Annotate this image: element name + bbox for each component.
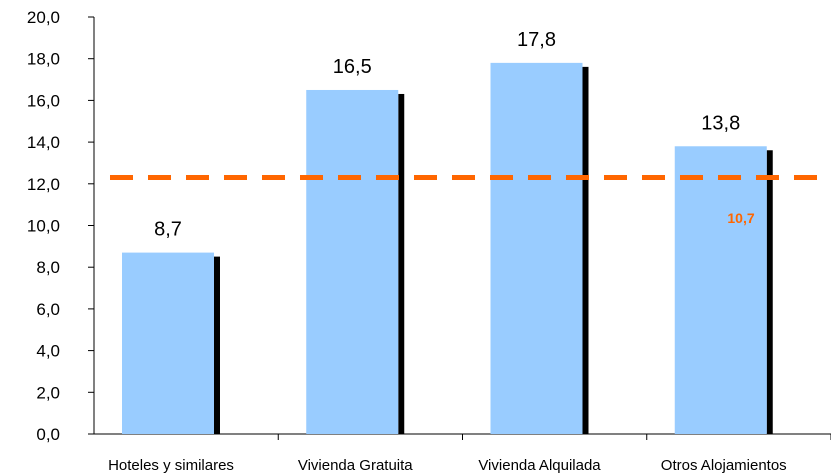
bar	[122, 252, 214, 434]
x-tick-label: Otros Alojamientos	[661, 457, 787, 474]
reference-line-group: 10,7	[110, 175, 831, 226]
y-tick-label: 8,0	[36, 258, 60, 277]
y-axis: 0,0 2,0 4,0 6,0 8,0 10,0 12,0 14,0 16,0 18,0 20,0	[27, 8, 95, 444]
x-tick-label: Hoteles y similares	[108, 457, 234, 474]
data-label: 17,8	[517, 29, 556, 51]
bar	[306, 89, 399, 434]
y-tick-label: 12,0	[27, 175, 60, 194]
y-tick-label: 6,0	[36, 300, 60, 319]
bar	[674, 146, 767, 434]
x-axis: Hoteles y similares Vivienda Gratuita Vivi…	[94, 433, 831, 474]
bars	[122, 62, 773, 435]
bar-shadow	[214, 256, 220, 434]
reference-line-label: 10,7	[727, 210, 754, 226]
y-tick-label: 2,0	[36, 383, 60, 402]
y-tick-label: 14,0	[27, 133, 60, 152]
data-label: 8,7	[154, 219, 182, 241]
data-label: 16,5	[333, 56, 372, 78]
data-labels: 8,7 16,5 17,8 13,8	[154, 29, 740, 241]
x-tick-label: Vivienda Alquilada	[478, 457, 601, 474]
data-label: 13,8	[701, 112, 740, 134]
bar-shadow	[398, 93, 405, 434]
y-tick-label: 4,0	[36, 342, 60, 361]
x-tick-label: Vivienda Gratuita	[298, 457, 413, 474]
y-tick-label: 16,0	[27, 91, 60, 110]
y-tick-label: 18,0	[27, 50, 60, 69]
y-tick-label: 10,0	[27, 217, 60, 236]
y-tick-label: 20,0	[27, 8, 60, 27]
bar-shadow	[766, 150, 773, 434]
bar-shadow	[582, 66, 589, 435]
bar	[490, 62, 583, 435]
y-tick-label: 0,0	[36, 425, 60, 444]
